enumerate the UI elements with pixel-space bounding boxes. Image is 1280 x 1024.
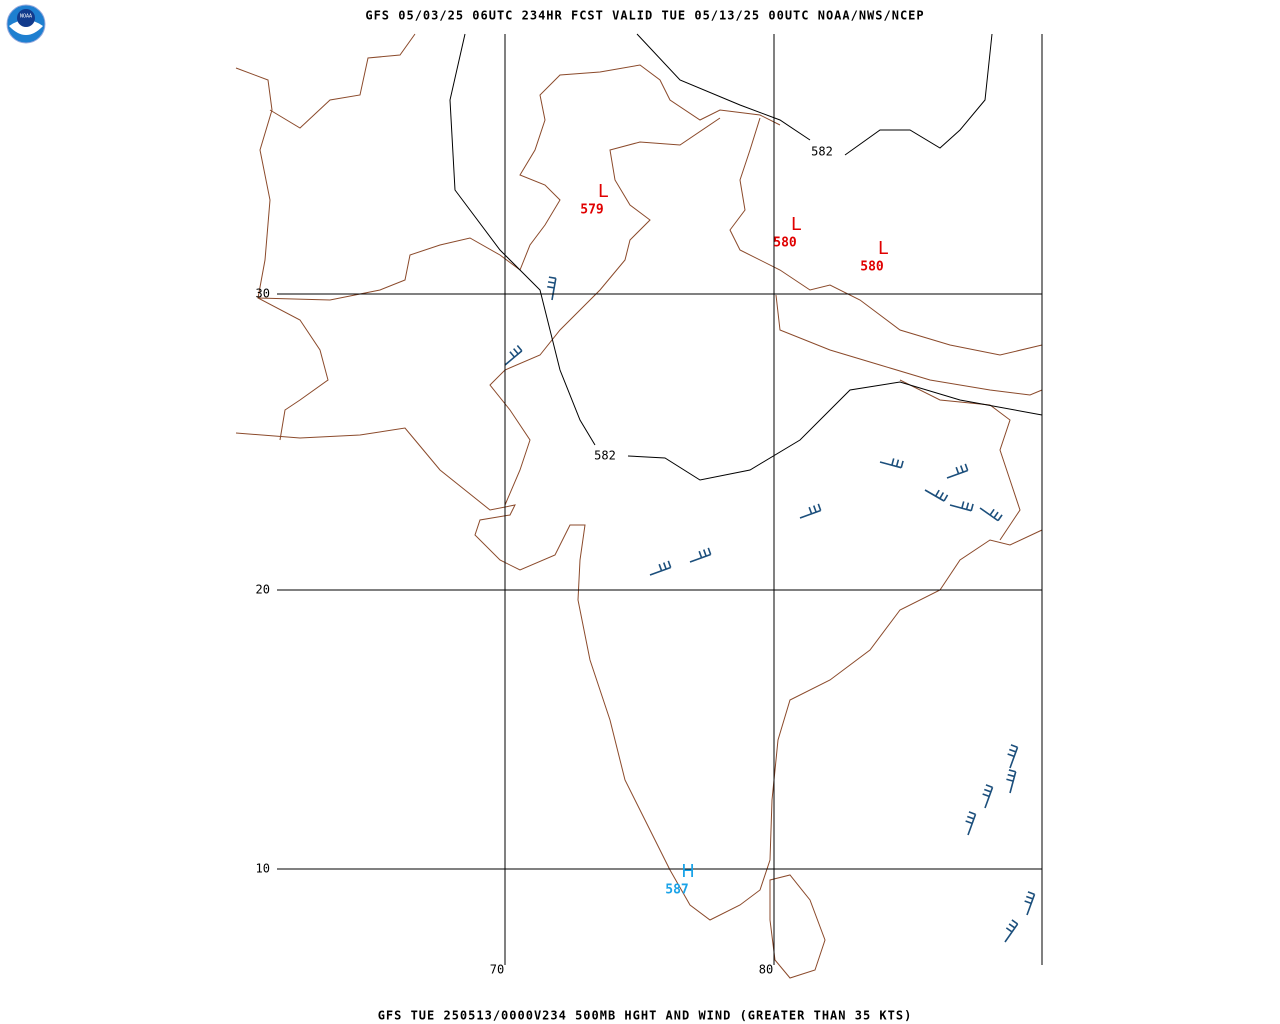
lat-label: 20 — [256, 583, 270, 597]
wind-barb — [1024, 891, 1036, 916]
wind-barb — [504, 344, 523, 366]
border — [729, 117, 1043, 356]
wind-barb — [949, 501, 974, 512]
wind-barb — [979, 507, 1003, 522]
border — [775, 294, 1043, 396]
border — [489, 117, 721, 506]
wind-barb — [1007, 744, 1019, 769]
contour-label: 582 — [811, 145, 833, 159]
height-contour — [844, 33, 993, 156]
border — [899, 379, 1021, 541]
height-contour — [449, 33, 596, 446]
border — [269, 33, 416, 129]
wind-barb — [547, 276, 557, 301]
lat-label: 10 — [256, 862, 270, 876]
sri-lanka — [769, 874, 826, 979]
logo-wave — [9, 20, 43, 35]
caption: GFS TUE 250513/0000V234 500MB HGHT AND W… — [378, 1009, 913, 1023]
lat-label: 30 — [256, 287, 270, 301]
wind-barb — [689, 547, 712, 563]
logo-inner — [17, 9, 35, 27]
wind-barb — [924, 489, 949, 502]
wind-barb — [649, 560, 672, 576]
center-symbol: L — [791, 214, 801, 235]
wind-barb — [879, 458, 904, 469]
wind-barb — [982, 784, 994, 809]
center-symbol: L — [598, 181, 608, 202]
center-value: 580 — [860, 260, 884, 275]
height-contour — [636, 33, 811, 141]
wind-barb — [799, 503, 822, 519]
center-value: 579 — [580, 203, 603, 218]
center-symbol: H — [681, 861, 695, 882]
border — [257, 64, 781, 301]
height-contour — [627, 381, 1043, 481]
lon-label: 80 — [759, 963, 773, 977]
wind-barb — [1006, 769, 1017, 794]
lon-label: 70 — [490, 963, 504, 977]
title: GFS 05/03/25 06UTC 234HR FCST VALID TUE … — [365, 9, 924, 23]
coastline — [235, 427, 1043, 921]
logo-text: NOAA — [20, 14, 32, 20]
wind-barb — [965, 811, 977, 836]
contour-label: 582 — [594, 449, 616, 463]
logo: NOAA — [6, 4, 46, 44]
contours — [449, 33, 1043, 481]
wind-barb — [1004, 919, 1019, 943]
wind-barbs — [504, 276, 1036, 943]
wind-barb — [946, 463, 969, 479]
border — [235, 67, 329, 441]
center-value: 580 — [773, 236, 797, 251]
coastlines — [235, 33, 1043, 979]
center-value: 587 — [665, 883, 688, 898]
center-symbol: L — [878, 238, 888, 259]
